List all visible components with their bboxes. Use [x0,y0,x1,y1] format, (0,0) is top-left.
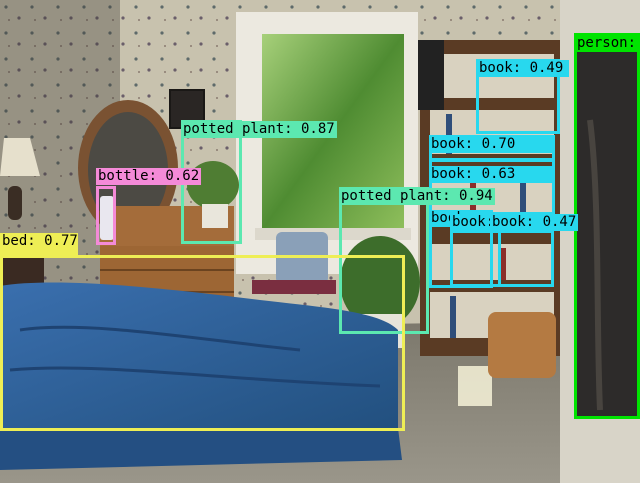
bed-label: bed: 0.77 [0,233,78,255]
potted-plant-label-2: potted plant: 0.94 [339,188,495,205]
person [576,50,640,418]
pillow [276,232,328,284]
book-label-5: book: [450,214,497,231]
book-box-6 [490,230,554,287]
book-label-3: book: 0.63 [429,166,555,183]
bottle [100,196,114,240]
bed [0,282,398,428]
person-box [574,33,640,419]
book-label-6: book: 0.47 [490,214,579,231]
potted-plant-label-1: potted plant: 0.87 [181,121,337,138]
book-box-5 [450,230,501,287]
book-label-1: book: 0.49 [477,60,569,77]
floor-plant [340,236,420,328]
sunlight-patch [458,366,492,406]
book-label-2: book: 0.70 [429,136,555,153]
bed-box [0,255,405,431]
basket [488,312,556,378]
wall-lamp [0,138,40,176]
bottle-label: bottle: 0.62 [96,168,202,185]
person-label: person: [575,35,639,52]
bottle-box [96,186,116,245]
